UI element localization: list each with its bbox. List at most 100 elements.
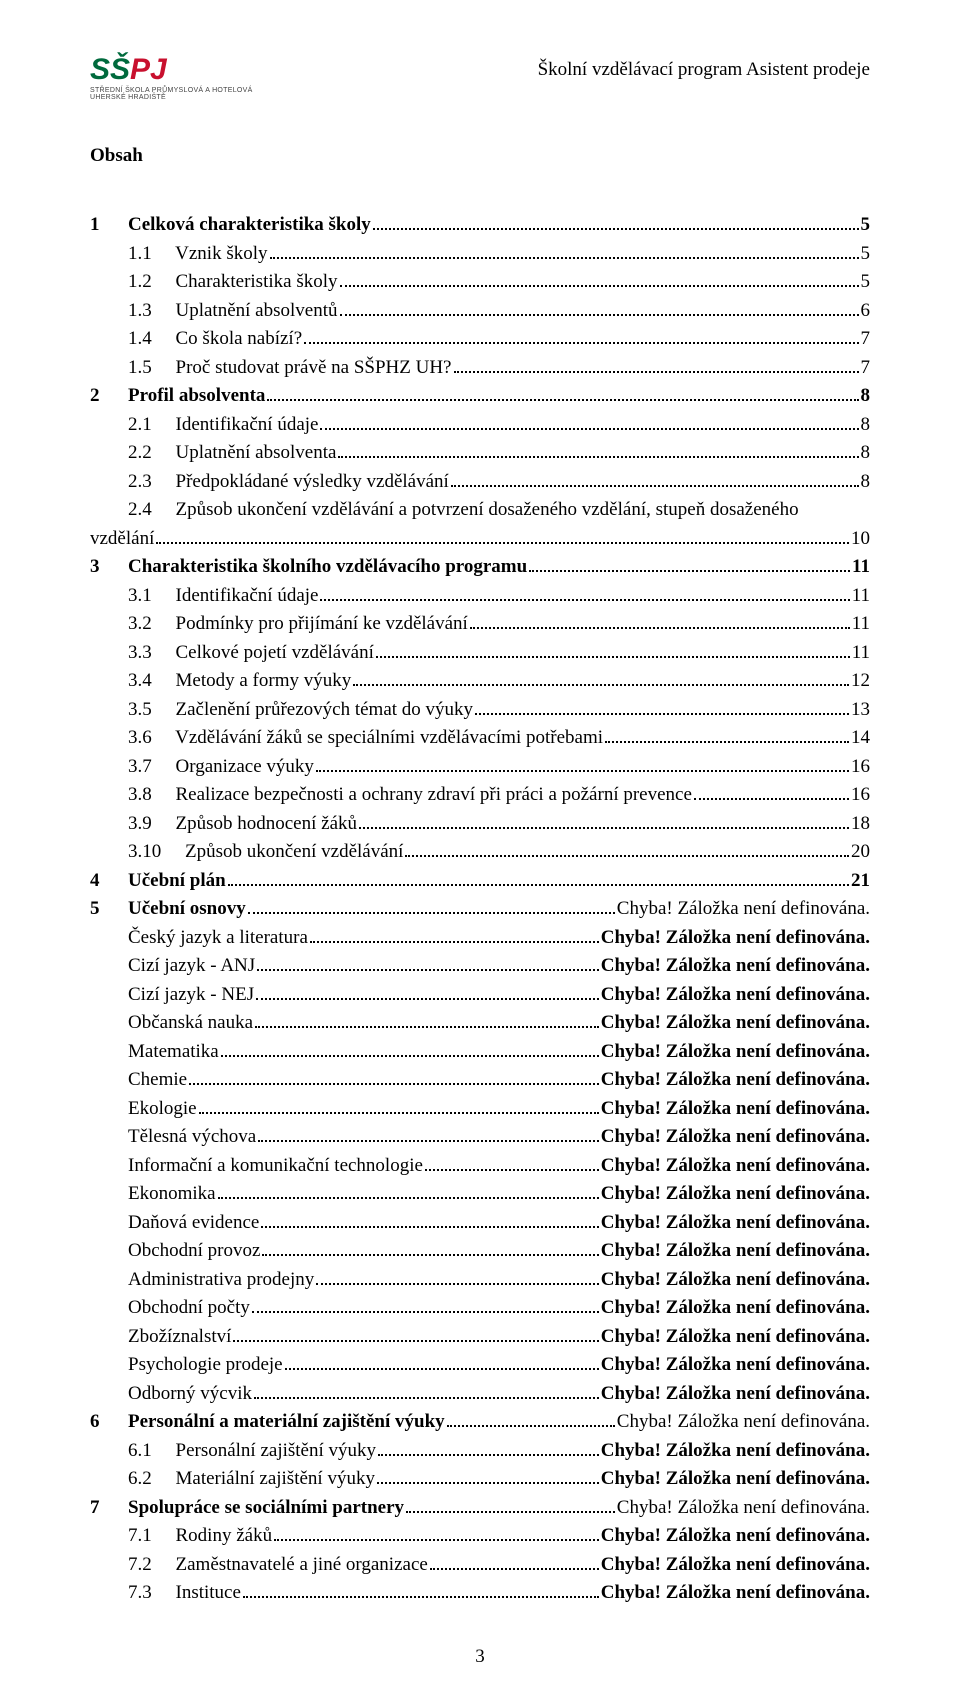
toc-page-ref: 11 bbox=[852, 553, 870, 582]
logo-text-green: SŠ bbox=[90, 55, 130, 85]
toc-leader-dots bbox=[262, 1243, 598, 1256]
toc-leader-dots bbox=[310, 929, 599, 942]
toc-entry: 2.4 Způsob ukončení vzdělávání a potvrze… bbox=[90, 496, 870, 525]
toc-entry-label: 3.1 Identifikační údaje bbox=[128, 582, 318, 611]
toc-entry: 7.2 Zaměstnavatelé a jiné organizace Chy… bbox=[90, 1551, 870, 1580]
toc-leader-dots bbox=[454, 359, 859, 372]
toc-page-ref: 8 bbox=[861, 411, 871, 440]
toc-entry: Cizí jazyk - NEJ Chyba! Záložka není def… bbox=[90, 981, 870, 1010]
toc-entry: 5 Učební osnovyChyba! Záložka není defin… bbox=[90, 895, 870, 924]
toc-leader-dots bbox=[359, 815, 849, 828]
toc-page-ref: 11 bbox=[852, 610, 870, 639]
toc-entry: 3 Charakteristika školního vzdělávacího … bbox=[90, 553, 870, 582]
toc-leader-dots bbox=[378, 1442, 599, 1455]
toc-page-ref: Chyba! Záložka není definována. bbox=[601, 1152, 870, 1181]
school-logo: SŠ PJ STŘEDNÍ ŠKOLA PRŮMYSLOVÁ A HOTELOV… bbox=[90, 55, 253, 101]
toc-leader-dots bbox=[529, 559, 850, 572]
toc-page-ref: Chyba! Záložka není definována. bbox=[601, 1351, 870, 1380]
toc-entry: 6.1 Personální zajištění výuky Chyba! Zá… bbox=[90, 1437, 870, 1466]
toc-leader-dots bbox=[316, 1271, 598, 1284]
toc-page-ref: Chyba! Záložka není definována. bbox=[601, 924, 870, 953]
toc-page-ref: 5 bbox=[861, 211, 871, 240]
toc-entry-label: Cizí jazyk - NEJ bbox=[128, 981, 254, 1010]
toc-page-ref: Chyba! Záložka není definována. bbox=[617, 1494, 870, 1523]
toc-page-ref: 12 bbox=[851, 667, 870, 696]
toc-leader-dots bbox=[243, 1585, 599, 1598]
toc-leader-dots bbox=[254, 1385, 599, 1398]
toc-leader-dots bbox=[694, 787, 849, 800]
toc-entry: 3.9 Způsob hodnocení žáků 18 bbox=[90, 810, 870, 839]
toc-entry-label: 1.3 Uplatnění absolventů bbox=[128, 297, 338, 326]
toc-entry-label: 3.9 Způsob hodnocení žáků bbox=[128, 810, 357, 839]
toc-page-ref: Chyba! Záložka není definována. bbox=[601, 1323, 870, 1352]
toc-page-ref: 8 bbox=[861, 468, 871, 497]
toc-entry-label: Administrativa prodejny bbox=[128, 1266, 314, 1295]
toc-page-ref: Chyba! Záložka není definována. bbox=[601, 1123, 870, 1152]
toc-entry: Cizí jazyk - ANJ Chyba! Záložka není def… bbox=[90, 952, 870, 981]
toc-entry-label: Daňová evidence bbox=[128, 1209, 259, 1238]
toc-leader-dots bbox=[256, 986, 599, 999]
logo-text-red: PJ bbox=[130, 55, 167, 85]
toc-entry: Ekonomika Chyba! Záložka není definována… bbox=[90, 1180, 870, 1209]
toc-page-ref: 8 bbox=[861, 439, 871, 468]
toc-page-ref: 18 bbox=[851, 810, 870, 839]
toc-entry-label: Občanská nauka bbox=[128, 1009, 253, 1038]
logo-subtitle-2: UHERSKÉ HRADIŠTĚ bbox=[90, 94, 166, 101]
toc-page-ref: 16 bbox=[851, 781, 870, 810]
toc-entry-label: Obchodní počty bbox=[128, 1294, 250, 1323]
toc-page-ref: Chyba! Záložka není definována. bbox=[601, 1180, 870, 1209]
toc-page-ref: Chyba! Záložka není definována. bbox=[601, 1209, 870, 1238]
toc-entry: 3.2 Podmínky pro přijímání ke vzdělávání… bbox=[90, 610, 870, 639]
toc-entry: Obchodní počty Chyba! Záložka není defin… bbox=[90, 1294, 870, 1323]
toc-entry-label: 2.1 Identifikační údaje bbox=[128, 411, 318, 440]
toc-page-ref: Chyba! Záložka není definována. bbox=[601, 1465, 870, 1494]
toc-page-ref: Chyba! Záložka není definována. bbox=[601, 1009, 870, 1038]
toc-page-ref: 11 bbox=[852, 582, 870, 611]
toc-leader-dots bbox=[373, 217, 859, 230]
toc-entry: Zbožíznalství Chyba! Záložka není defino… bbox=[90, 1323, 870, 1352]
toc-leader-dots bbox=[233, 1328, 598, 1341]
toc-entry-label: 2.4 Způsob ukončení vzdělávání a potvrze… bbox=[128, 496, 799, 525]
toc-entry: 7 Spolupráce se sociálními partneryChyba… bbox=[90, 1494, 870, 1523]
toc-entry: 3.4 Metody a formy výuky12 bbox=[90, 667, 870, 696]
toc-leader-dots bbox=[340, 302, 859, 315]
toc-page-ref: Chyba! Záložka není definována. bbox=[601, 1380, 870, 1409]
toc-leader-dots bbox=[189, 1072, 599, 1085]
toc-entry-label: Obchodní provoz bbox=[128, 1237, 260, 1266]
toc-entry-label: 3.5 Začlenění průřezových témat do výuky bbox=[128, 696, 473, 725]
toc-leader-dots bbox=[270, 245, 859, 258]
toc-entry-label: 3.3 Celkové pojetí vzdělávání bbox=[128, 639, 374, 668]
toc-page-ref: Chyba! Záložka není definována. bbox=[601, 1038, 870, 1067]
toc-entry-label: Odborný výcvik bbox=[128, 1380, 252, 1409]
toc-entry: 3.3 Celkové pojetí vzdělávání11 bbox=[90, 639, 870, 668]
toc-entry: Obchodní provoz Chyba! Záložka není defi… bbox=[90, 1237, 870, 1266]
toc-entry: vzdělání10 bbox=[90, 525, 870, 554]
toc-leader-dots bbox=[338, 445, 858, 458]
toc-entry-label: 3.6 Vzdělávání žáků se speciálními vzděl… bbox=[128, 724, 603, 753]
toc-entry-label: Matematika bbox=[128, 1038, 219, 1067]
toc-entry: 2 Profil absolventa8 bbox=[90, 382, 870, 411]
toc-entry: 7.3 Instituce Chyba! Záložka není defino… bbox=[90, 1579, 870, 1608]
toc-entry-label: Ekonomika bbox=[128, 1180, 216, 1209]
toc-entry: 1.2 Charakteristika školy5 bbox=[90, 268, 870, 297]
toc-leader-dots bbox=[340, 274, 859, 287]
toc-leader-dots bbox=[475, 701, 849, 714]
toc-entry: 6.2 Materiální zajištění výuky Chyba! Zá… bbox=[90, 1465, 870, 1494]
toc-entry-label: 1.1 Vznik školy bbox=[128, 240, 268, 269]
document-page: SŠ PJ STŘEDNÍ ŠKOLA PRŮMYSLOVÁ A HOTELOV… bbox=[0, 0, 960, 1708]
toc-entry: 1.1 Vznik školy 5 bbox=[90, 240, 870, 269]
toc-entry: 2.3 Předpokládané výsledky vzdělávání8 bbox=[90, 468, 870, 497]
toc-entry: Daňová evidence Chyba! Záložka není defi… bbox=[90, 1209, 870, 1238]
toc-page-ref: 5 bbox=[861, 240, 871, 269]
toc-leader-dots bbox=[257, 958, 599, 971]
toc-entry-label: 3.2 Podmínky pro přijímání ke vzdělávání bbox=[128, 610, 468, 639]
toc-leader-dots bbox=[447, 1414, 615, 1427]
toc-entry: 1 Celková charakteristika školy5 bbox=[90, 211, 870, 240]
toc-page-ref: Chyba! Záložka není definována. bbox=[601, 1066, 870, 1095]
page-number: 3 bbox=[90, 1646, 870, 1668]
toc-entry-label: 7.1 Rodiny žáků bbox=[128, 1522, 272, 1551]
toc-leader-dots bbox=[156, 530, 849, 543]
toc-page-ref: Chyba! Záložka není definována. bbox=[601, 1266, 870, 1295]
toc-page-ref: Chyba! Záložka není definována. bbox=[617, 1408, 870, 1437]
toc-entry-label: Ekologie bbox=[128, 1095, 197, 1124]
